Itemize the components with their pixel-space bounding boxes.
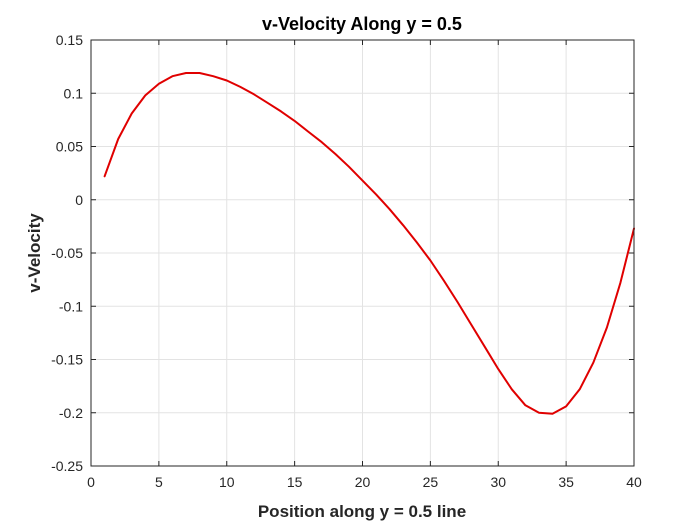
x-axis-label: Position along y = 0.5 line [258, 502, 466, 521]
y-tick-label: -0.05 [51, 245, 83, 261]
x-tick-label: 15 [287, 474, 303, 490]
x-tick-label: 25 [423, 474, 439, 490]
x-tick-label: 5 [155, 474, 163, 490]
x-tick-label: 10 [219, 474, 235, 490]
y-tick-label: -0.1 [59, 298, 83, 314]
x-tick-label: 30 [490, 474, 506, 490]
x-tick-label: 20 [355, 474, 371, 490]
y-tick-label: 0.15 [56, 32, 83, 48]
y-tick-label: -0.25 [51, 458, 83, 474]
y-tick-label: 0 [75, 192, 83, 208]
x-tick-label: 35 [558, 474, 574, 490]
x-tick-label: 40 [626, 474, 642, 490]
y-tick-label: 0.1 [64, 85, 84, 101]
series-line [103, 72, 635, 415]
y-tick-label: 0.05 [56, 139, 83, 155]
chart-title: v-Velocity Along y = 0.5 [262, 14, 462, 34]
y-tick-label: -0.2 [59, 405, 83, 421]
y-tick-label: -0.15 [51, 352, 83, 368]
ticks: 0 5 10 15 20 25 30 35 40 0.15 0.1 0.05 0 -0.05 -0.1 -0.… [51, 32, 642, 490]
y-axis-label: v-Velocity [25, 213, 44, 293]
grid [91, 40, 634, 466]
series-layer [103, 72, 635, 415]
x-tick-label: 0 [87, 474, 95, 490]
